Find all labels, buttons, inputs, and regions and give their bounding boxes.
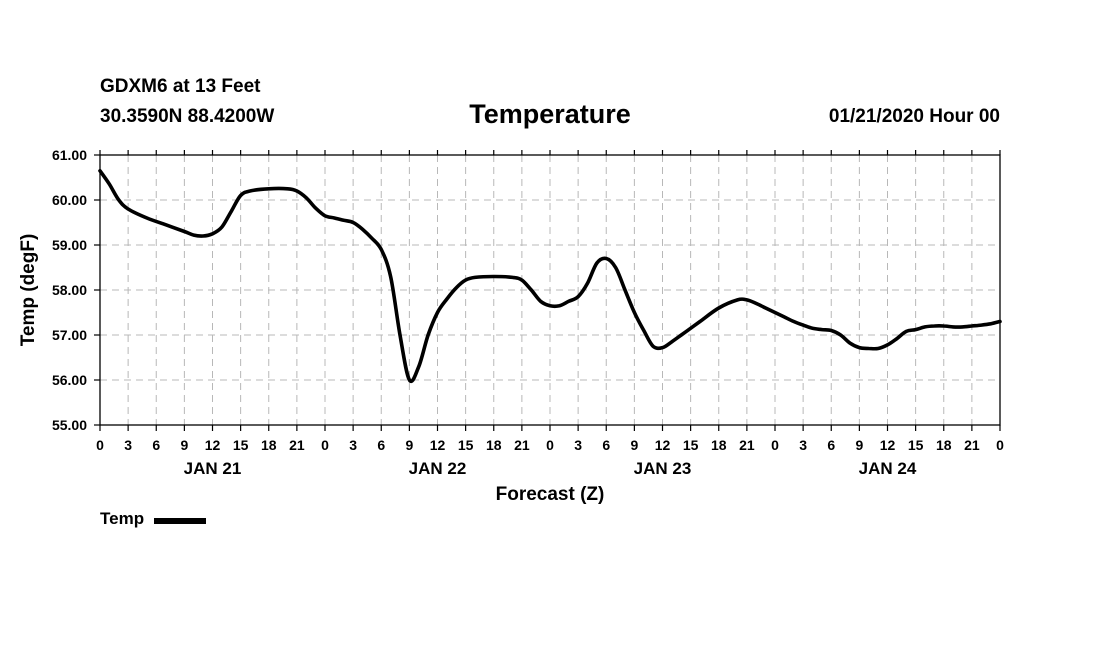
x-tick-label: 3 <box>799 437 807 453</box>
x-tick-label: 3 <box>574 437 582 453</box>
x-tick-label: 15 <box>908 437 924 453</box>
x-tick-label: 21 <box>514 437 530 453</box>
day-label: JAN 21 <box>184 459 242 478</box>
x-tick-label: 3 <box>349 437 357 453</box>
x-tick-label: 9 <box>855 437 863 453</box>
y-axis-label: Temp (degF) <box>18 234 39 347</box>
y-tick-label: 57.00 <box>52 327 87 343</box>
x-tick-label: 18 <box>261 437 277 453</box>
legend: Temp <box>100 509 207 529</box>
x-tick-label: 18 <box>936 437 952 453</box>
x-tick-label: 0 <box>771 437 779 453</box>
y-tick-label: 56.00 <box>52 372 87 388</box>
x-tick-label: 21 <box>739 437 755 453</box>
x-tick-label: 15 <box>233 437 249 453</box>
legend-swatch <box>154 517 207 524</box>
x-tick-label: 12 <box>205 437 221 453</box>
x-tick-label: 0 <box>996 437 1004 453</box>
day-labels: JAN 21 JAN 22 JAN 23 JAN 24 <box>184 459 917 478</box>
x-tick-label: 9 <box>405 437 413 453</box>
x-tick-label: 18 <box>486 437 502 453</box>
x-tick-label: 18 <box>711 437 727 453</box>
x-tick-label: 15 <box>458 437 474 453</box>
x-tick-label: 21 <box>289 437 305 453</box>
day-label: JAN 23 <box>634 459 692 478</box>
station-name: GDXM6 at 13 Feet <box>100 76 261 97</box>
y-tick-label: 60.00 <box>52 192 87 208</box>
x-tick-label: 3 <box>124 437 132 453</box>
x-tick-label: 6 <box>152 437 160 453</box>
x-tick-label: 12 <box>430 437 446 453</box>
x-tick-label: 6 <box>602 437 610 453</box>
x-tick-label: 12 <box>655 437 671 453</box>
y-axis: 55.00 56.00 57.00 58.00 59.00 60.00 61.00 <box>52 147 100 433</box>
x-tick-label: 6 <box>377 437 385 453</box>
temp-series-line <box>98 169 1002 384</box>
chart-title: Temperature <box>469 99 631 129</box>
y-tick-label: 59.00 <box>52 237 87 253</box>
x-tick-label: 9 <box>180 437 188 453</box>
day-label: JAN 22 <box>409 459 467 478</box>
forecast-date: 01/21/2020 Hour 00 <box>828 106 1000 127</box>
x-tick-label: 0 <box>321 437 329 453</box>
y-tick-label: 58.00 <box>52 282 87 298</box>
legend-label: Temp <box>100 509 145 528</box>
y-tick-label: 61.00 <box>52 147 87 163</box>
station-coordinates: 30.3590N 88.4200W <box>100 106 275 127</box>
grid-lines <box>100 155 1000 425</box>
x-tick-label: 0 <box>96 437 104 453</box>
x-tick-label: 12 <box>880 437 896 453</box>
x-tick-label: 15 <box>683 437 699 453</box>
day-label: JAN 24 <box>859 459 917 478</box>
x-axis: 0 3 6 9 12 15 18 21 0 3 6 9 12 15 18 21 0 3 6 9 12 15 18 21 0 3 6 9… <box>96 150 1004 453</box>
x-tick-label: 6 <box>827 437 835 453</box>
x-axis-label: Forecast (Z) <box>496 484 605 505</box>
x-tick-label: 0 <box>546 437 554 453</box>
y-tick-label: 55.00 <box>52 417 87 433</box>
x-tick-label: 21 <box>964 437 980 453</box>
x-tick-label: 9 <box>630 437 638 453</box>
